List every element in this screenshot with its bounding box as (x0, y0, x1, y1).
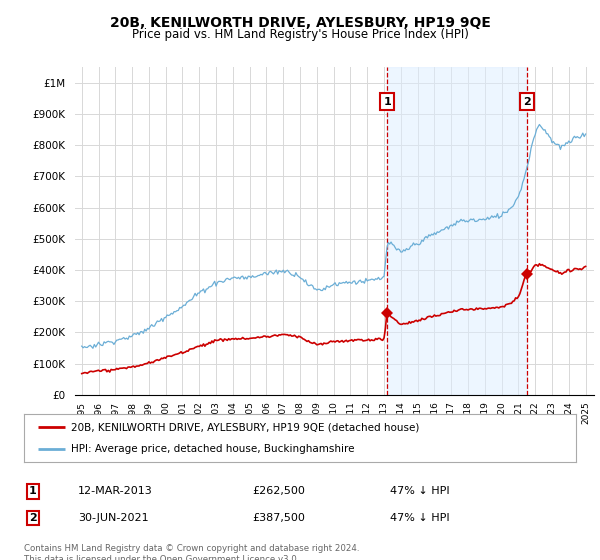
Text: £387,500: £387,500 (252, 513, 305, 523)
Text: 20B, KENILWORTH DRIVE, AYLESBURY, HP19 9QE: 20B, KENILWORTH DRIVE, AYLESBURY, HP19 9… (110, 16, 490, 30)
Text: 1: 1 (383, 96, 391, 106)
Text: Price paid vs. HM Land Registry's House Price Index (HPI): Price paid vs. HM Land Registry's House … (131, 28, 469, 41)
Text: 30-JUN-2021: 30-JUN-2021 (78, 513, 149, 523)
Text: Contains HM Land Registry data © Crown copyright and database right 2024.
This d: Contains HM Land Registry data © Crown c… (24, 544, 359, 560)
Text: 47% ↓ HPI: 47% ↓ HPI (390, 513, 449, 523)
Text: £262,500: £262,500 (252, 486, 305, 496)
Bar (387, 67, 527, 395)
Text: 20B, KENILWORTH DRIVE, AYLESBURY, HP19 9QE (detached house): 20B, KENILWORTH DRIVE, AYLESBURY, HP19 9… (71, 422, 419, 432)
Text: 12-MAR-2013: 12-MAR-2013 (78, 486, 153, 496)
Text: 1: 1 (29, 486, 37, 496)
Text: 2: 2 (29, 513, 37, 523)
Text: 2: 2 (523, 96, 530, 106)
Text: 47% ↓ HPI: 47% ↓ HPI (390, 486, 449, 496)
Text: HPI: Average price, detached house, Buckinghamshire: HPI: Average price, detached house, Buck… (71, 444, 355, 454)
